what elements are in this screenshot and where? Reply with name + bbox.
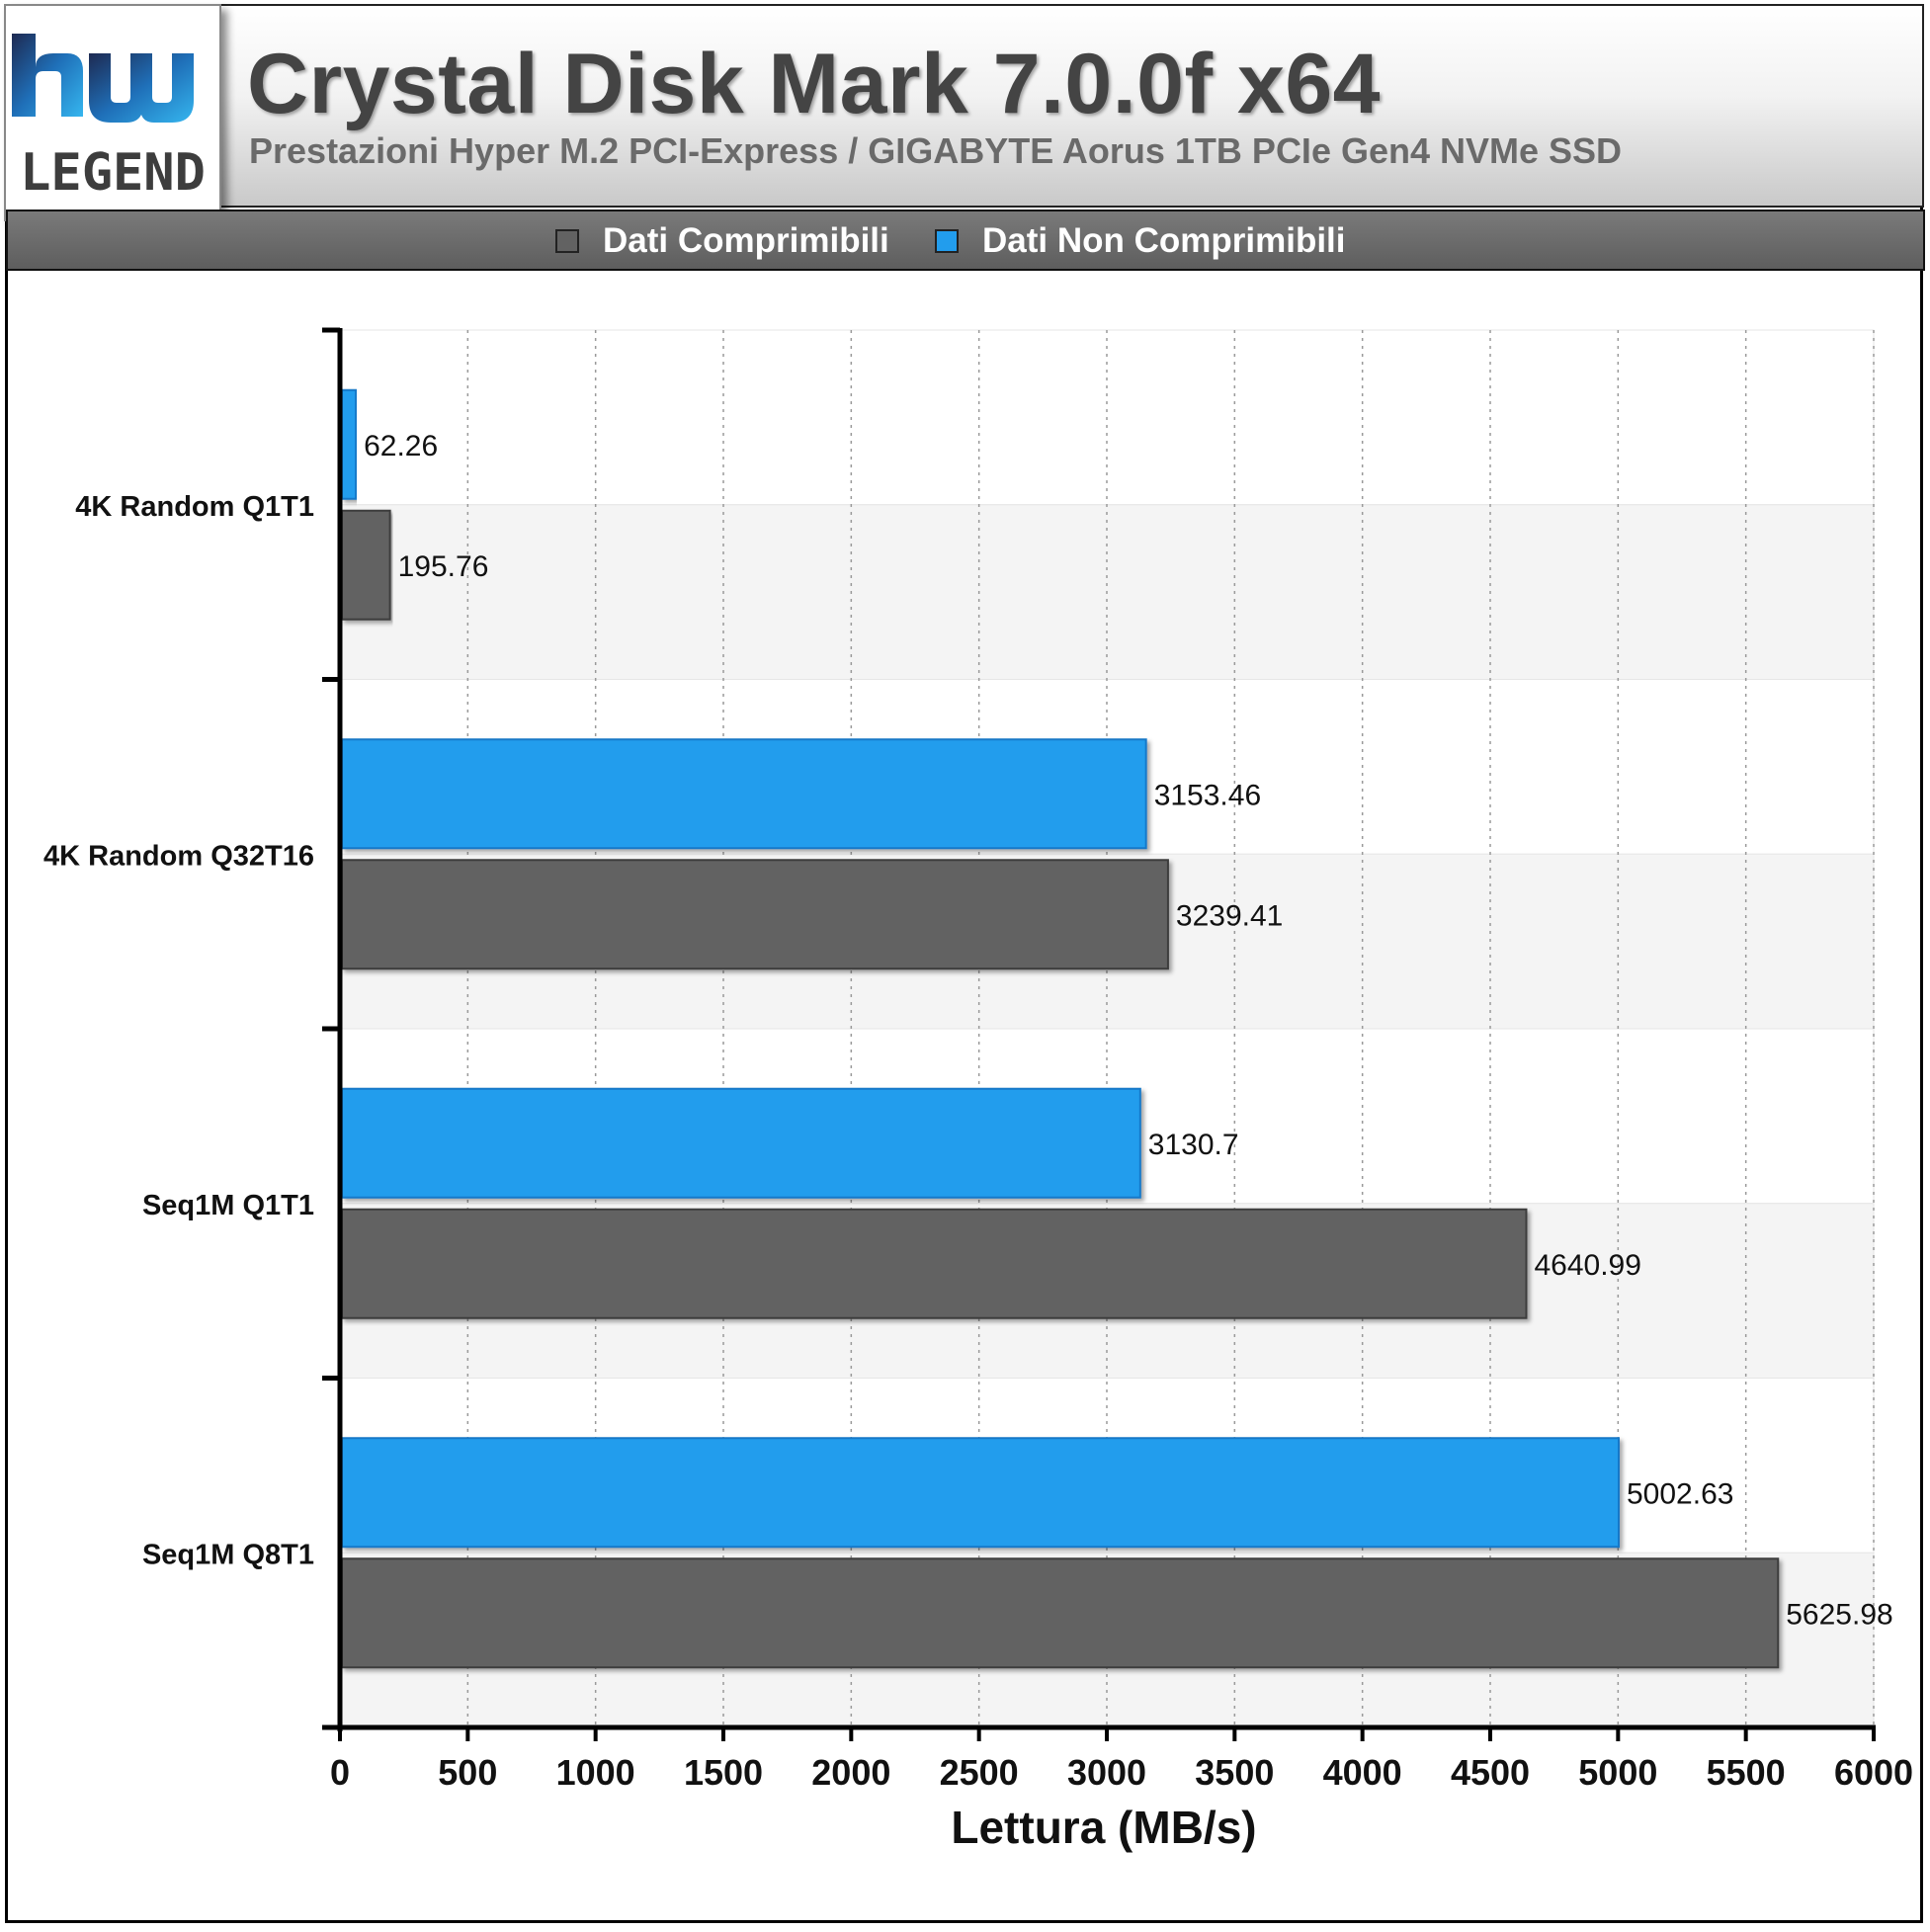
data-label: 3239.41 (1176, 899, 1283, 932)
bar-incompressible (341, 388, 358, 500)
data-label: 3153.46 (1154, 779, 1261, 811)
x-tick-label: 2500 (940, 1752, 1019, 1793)
x-tick-label: 1500 (684, 1752, 763, 1793)
category-label: 4K Random Q1T1 (75, 491, 314, 523)
data-label: 5002.63 (1627, 1477, 1733, 1510)
x-tick-label: 3500 (1195, 1752, 1274, 1793)
logo-text: LEGEND (20, 143, 206, 203)
x-tick-label: 4000 (1323, 1752, 1402, 1793)
legend-swatch-compressible (555, 229, 579, 253)
x-axis-title: Lettura (MB/s) (951, 1802, 1256, 1853)
category-label: 4K Random Q32T16 (43, 840, 314, 872)
data-label: 195.76 (398, 550, 489, 583)
x-tick-label: 0 (330, 1752, 350, 1793)
bar-compressible (341, 859, 1169, 970)
chart-title: Crystal Disk Mark 7.0.0f x64 (247, 37, 1381, 131)
legend-swatch-incompressible (935, 229, 959, 253)
x-tick-label: 4500 (1451, 1752, 1530, 1793)
legend-item-compressible: Dati Comprimibili (555, 221, 889, 261)
chart-header: Crystal Disk Mark 7.0.0f x64 Prestazioni… (8, 4, 1924, 208)
legend-label-compressible: Dati Comprimibili (603, 221, 889, 260)
bar-compressible (341, 509, 391, 621)
data-label: 5625.98 (1786, 1598, 1892, 1631)
hwlegend-logo: LEGEND (4, 4, 221, 221)
bar-incompressible (341, 738, 1147, 850)
x-tick-label: 2000 (811, 1752, 890, 1793)
x-tick-label: 3000 (1067, 1752, 1146, 1793)
data-label: 62.26 (364, 430, 438, 462)
category-label: Seq1M Q8T1 (142, 1539, 314, 1570)
data-label: 3130.7 (1148, 1129, 1239, 1161)
bar-compressible (341, 1208, 1528, 1319)
category-label: Seq1M Q1T1 (142, 1190, 314, 1221)
x-tick-label: 6000 (1834, 1752, 1913, 1793)
data-label: 4640.99 (1534, 1249, 1640, 1282)
bar-incompressible (341, 1437, 1621, 1549)
legend-item-incompressible: Dati Non Comprimibili (935, 221, 1346, 261)
x-tick-label: 500 (438, 1752, 497, 1793)
x-tick-label: 5500 (1707, 1752, 1786, 1793)
legend: Dati Comprimibili Dati Non Comprimibili (6, 210, 1925, 271)
bar-incompressible (341, 1087, 1141, 1199)
hwlegend-logo-mark: LEGEND (12, 34, 206, 203)
x-tick-label: 5000 (1578, 1752, 1657, 1793)
chart-subtitle: Prestazioni Hyper M.2 PCI-Express / GIGA… (249, 130, 1623, 171)
x-tick-label: 1000 (556, 1752, 635, 1793)
bar-compressible (341, 1557, 1780, 1669)
legend-label-incompressible: Dati Non Comprimibili (982, 221, 1346, 260)
